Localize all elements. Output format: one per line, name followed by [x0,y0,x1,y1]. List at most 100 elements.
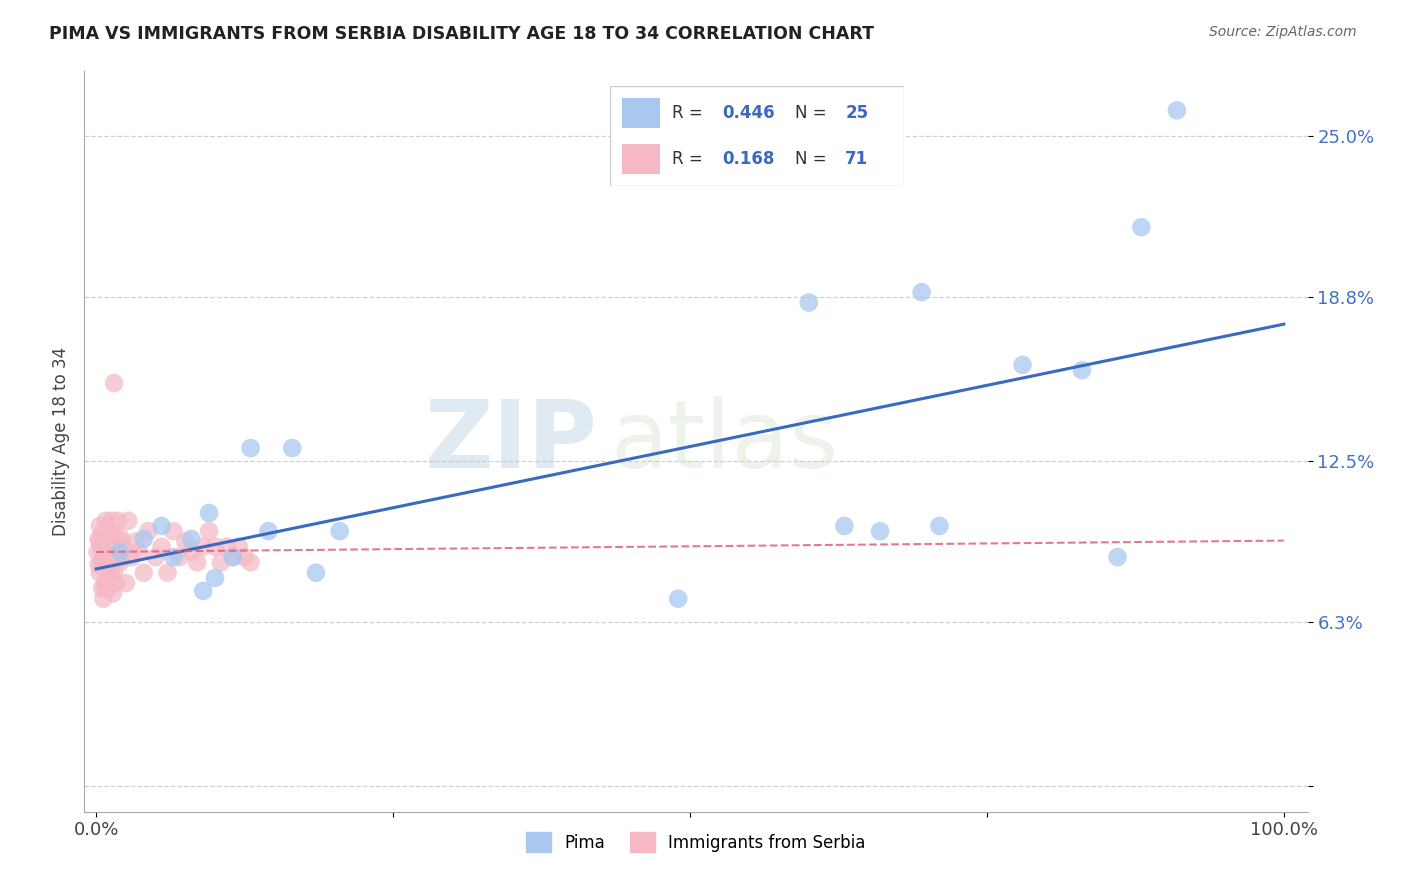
Point [90,540,112,554]
Point [797,295,820,310]
Point [329,524,352,538]
Point [869,524,891,538]
Point [89,566,111,580]
Point [115,576,138,591]
Point [108,529,131,543]
Point [97,582,120,596]
Point [305,566,328,580]
Text: atlas: atlas [610,395,838,488]
Point [222,550,245,565]
Point [103,376,125,390]
Point [191,540,214,554]
Point [910,285,932,300]
Point [96,545,118,559]
Point [198,506,221,520]
Point [100,566,122,580]
Point [100,555,122,569]
Point [215,540,238,554]
Point [101,586,124,600]
Point [100,555,122,569]
Point [162,550,184,565]
Point [281,441,304,455]
Point [132,532,155,546]
Point [1071,363,1094,377]
Point [169,550,191,565]
Point [1107,550,1129,565]
Point [128,545,150,559]
Point [666,591,689,606]
Point [108,545,131,559]
Point [928,519,950,533]
Point [180,545,202,559]
Point [100,526,122,541]
Point [91,582,114,596]
Point [162,524,184,538]
Point [257,524,280,538]
Point [228,540,250,554]
Point [1130,220,1153,235]
Point [96,540,118,554]
Point [90,555,112,569]
Point [93,540,115,554]
Point [198,524,221,538]
Point [93,555,115,569]
Point [98,553,121,567]
Legend: Pima, Immigrants from Serbia: Pima, Immigrants from Serbia [519,825,873,859]
Point [174,534,197,549]
Point [104,537,127,551]
Point [93,576,115,591]
Point [91,545,114,559]
Y-axis label: Disability Age 18 to 34: Disability Age 18 to 34 [52,347,70,536]
Point [239,555,262,569]
Point [209,555,232,569]
Point [98,540,121,554]
Point [100,514,122,528]
Point [204,571,226,585]
Point [94,582,117,596]
Point [101,540,124,554]
Point [105,576,128,591]
Point [108,555,131,569]
Point [204,540,226,554]
Point [180,532,202,546]
Text: PIMA VS IMMIGRANTS FROM SERBIA DISABILITY AGE 18 TO 34 CORRELATION CHART: PIMA VS IMMIGRANTS FROM SERBIA DISABILIT… [49,25,875,43]
Point [94,514,117,528]
Point [87,558,110,572]
Point [239,441,262,455]
Point [1166,103,1188,118]
Point [132,566,155,580]
Point [107,550,129,565]
Point [233,550,256,565]
Text: ZIP: ZIP [425,395,598,488]
Point [103,566,125,580]
Point [150,519,173,533]
Point [186,555,208,569]
Point [124,534,146,549]
Point [121,550,143,565]
Point [117,514,139,528]
Point [86,545,108,559]
Point [110,534,132,549]
Point [150,540,173,554]
Point [89,519,111,533]
Point [93,534,115,549]
Point [145,550,167,565]
Point [111,550,134,565]
Point [107,514,129,528]
Point [103,526,125,541]
Point [96,555,118,569]
Point [97,529,120,543]
Point [93,591,115,606]
Point [97,571,120,585]
Point [191,583,214,598]
Point [834,519,856,533]
Text: Source: ZipAtlas.com: Source: ZipAtlas.com [1209,25,1357,39]
Point [138,524,160,538]
Point [222,550,245,565]
Point [112,540,135,554]
Point [91,526,114,541]
Point [1011,358,1033,372]
Point [104,550,127,565]
Point [87,532,110,546]
Point [93,542,115,557]
